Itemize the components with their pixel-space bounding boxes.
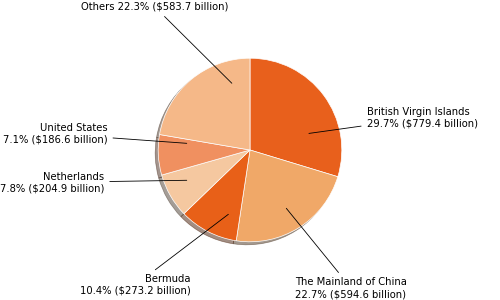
Wedge shape (236, 150, 338, 242)
Wedge shape (162, 150, 250, 214)
Text: Bermuda
10.4% ($273.2 billion): Bermuda 10.4% ($273.2 billion) (80, 214, 229, 296)
Text: Others 22.3% ($583.7 billion): Others 22.3% ($583.7 billion) (81, 2, 232, 83)
Wedge shape (158, 134, 250, 175)
Text: United States
7.1% ($186.6 billion): United States 7.1% ($186.6 billion) (3, 123, 187, 145)
Text: The Mainland of China
22.7% ($594.6 billion): The Mainland of China 22.7% ($594.6 bill… (286, 208, 407, 299)
Wedge shape (250, 58, 342, 177)
Text: Netherlands
7.8% ($204.9 billion): Netherlands 7.8% ($204.9 billion) (0, 172, 186, 193)
Text: British Virgin Islands
29.7% ($779.4 billion): British Virgin Islands 29.7% ($779.4 bil… (309, 107, 478, 134)
Wedge shape (184, 150, 250, 241)
Wedge shape (160, 58, 250, 150)
